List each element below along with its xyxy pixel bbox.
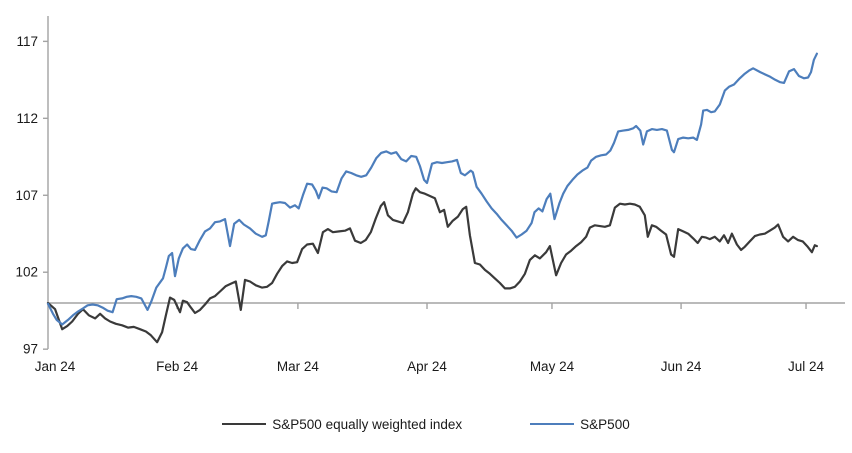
series-sp500-equal-weight-line <box>46 187 819 344</box>
legend-label-equal-weight: S&P500 equally weighted index <box>272 416 463 432</box>
x-axis-tick-label: Feb 24 <box>156 359 199 374</box>
y-axis-tick-label: 97 <box>23 342 38 357</box>
legend-label-sp500: S&P500 <box>580 416 630 432</box>
y-axis: 97 102 107 112 117 <box>15 16 49 357</box>
legend-item-sp500: S&P500 <box>530 417 630 432</box>
x-axis-tick-label: Jan 24 <box>35 359 76 374</box>
y-axis-tick-label: 112 <box>16 111 38 126</box>
x-axis-tick-label: Jun 24 <box>661 359 702 374</box>
x-axis-tick-label: Mar 24 <box>277 359 320 374</box>
y-axis-tick-label: 107 <box>15 188 38 203</box>
legend-swatch-equal-weight <box>222 423 267 425</box>
x-axis-tick-label: May 24 <box>530 359 575 374</box>
series-sp500-line <box>46 52 819 326</box>
legend-swatch-sp500 <box>530 423 575 425</box>
x-axis: Jan 24 Feb 24 Mar 24 Apr 24 May 24 Jun 24 Jul … <box>35 302 845 374</box>
x-axis-tick-label: Jul 24 <box>788 359 825 374</box>
chart-legend: S&P500 equally weighted index S&P500 <box>0 408 852 440</box>
y-axis-tick-label: 102 <box>15 265 38 280</box>
x-axis-tick-label: Apr 24 <box>407 359 447 374</box>
y-axis-tick-label: 117 <box>16 34 38 49</box>
legend-item-sp500-equal-weight: S&P500 equally weighted index <box>222 417 462 432</box>
series-group <box>46 52 819 344</box>
